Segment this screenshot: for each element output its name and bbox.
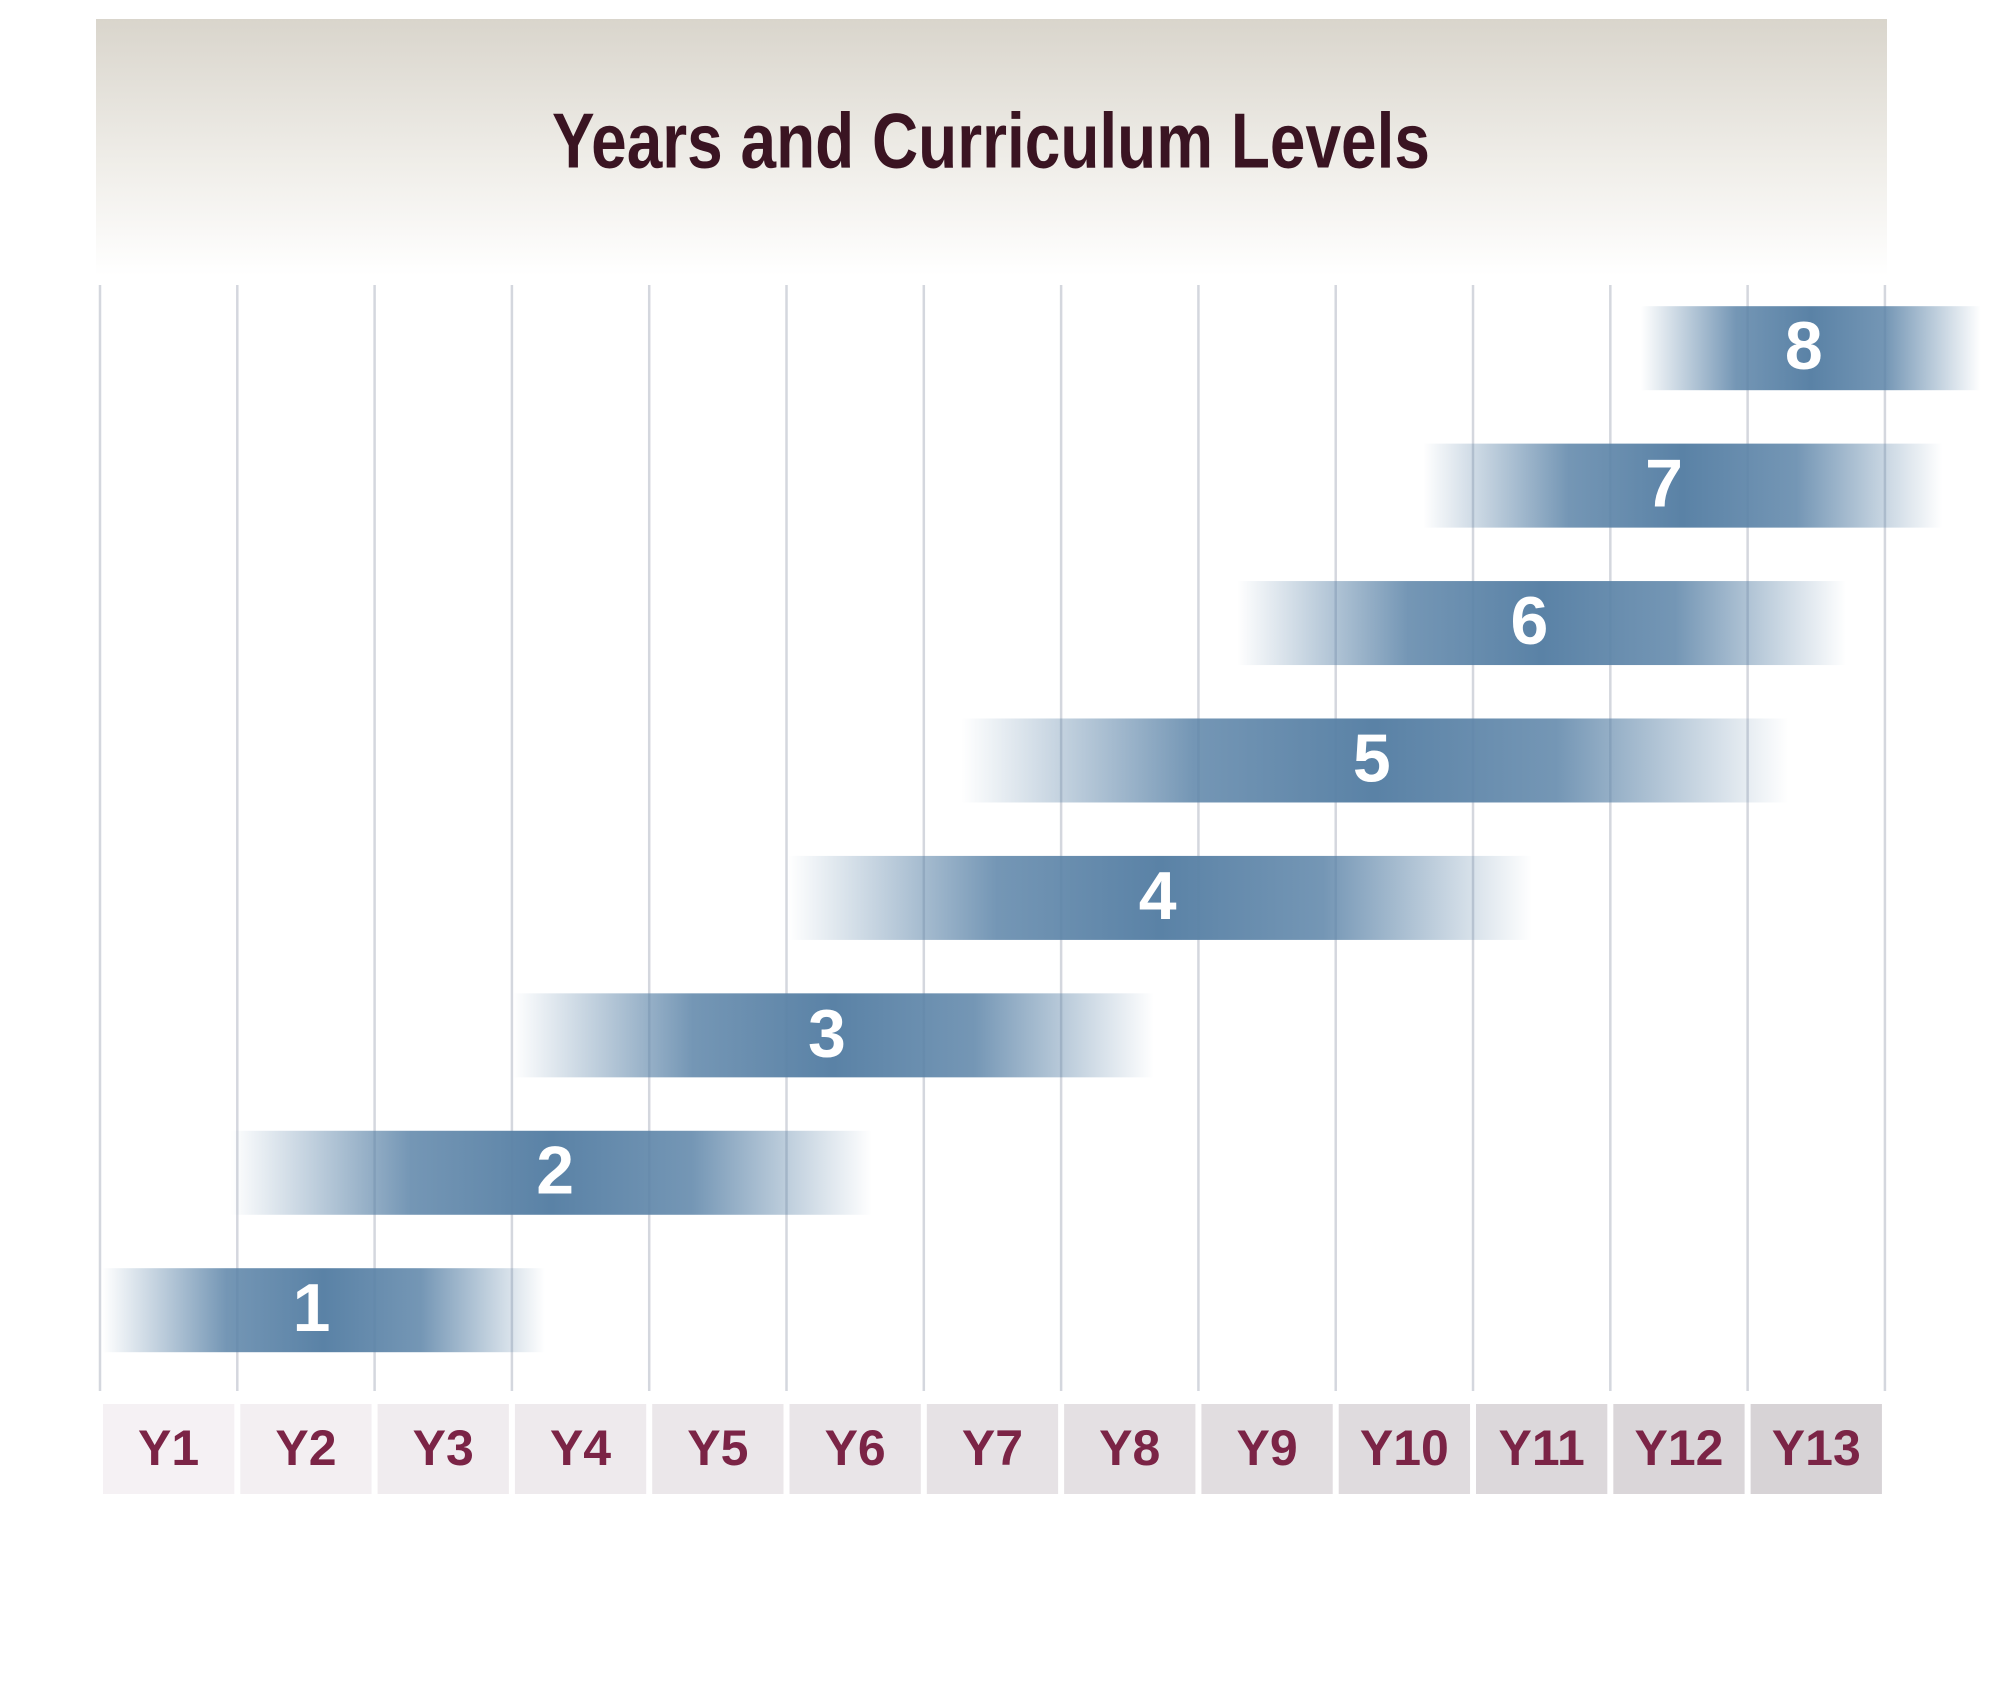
year-cell [1750,1404,1882,1494]
year-label: Y8 [1099,1420,1160,1476]
level-label: 2 [536,1133,574,1209]
year-cell [652,1404,784,1494]
level-bar [1237,581,1847,666]
year-cell [789,1404,921,1494]
level-bars: 1 2 3 4 5 6 7 8 [102,306,1981,1353]
year-label: Y4 [550,1420,611,1476]
level-label: 3 [808,995,846,1071]
level-bar [512,993,1154,1078]
year-row: Y1 Y2 Y3 Y4 Y5 Y6 Y7 Y8 Y9 Y10 Y11 Y12 Y13 [102,1404,1882,1494]
level-bar [102,1268,545,1353]
level-label: 8 [1785,308,1823,384]
year-label: Y5 [687,1420,748,1476]
year-label: Y1 [138,1420,199,1476]
year-label: Y13 [1772,1420,1861,1476]
level-bar [1423,443,1943,528]
year-label: Y2 [275,1420,336,1476]
year-cell [926,1404,1059,1494]
level-label: 5 [1353,720,1391,796]
level-label: 1 [293,1270,331,1346]
year-label: Y7 [962,1420,1023,1476]
year-label: Y3 [413,1420,474,1476]
year-cell [1613,1404,1745,1494]
year-label: Y9 [1236,1420,1297,1476]
level-label: 7 [1645,446,1683,522]
year-label: Y6 [825,1420,886,1476]
year-cell [377,1404,509,1494]
grid [98,285,1887,1391]
level-bar [230,1130,872,1215]
level-bar [788,855,1532,940]
year-cell [1064,1404,1196,1494]
year-cell [240,1404,372,1494]
title-band [96,19,1887,276]
year-label: Y10 [1360,1420,1449,1476]
year-label: Y12 [1634,1420,1723,1476]
year-cell [1201,1404,1333,1494]
year-cell [1338,1404,1471,1494]
level-label: 4 [1139,858,1177,934]
title: Years and Curriculum Levels [552,98,1430,185]
level-bar [961,718,1789,803]
year-cell [514,1404,647,1494]
year-cell [102,1404,235,1494]
year-cell [1476,1404,1608,1494]
level-label: 6 [1511,583,1549,659]
year-label: Y11 [1499,1420,1585,1476]
level-bar [1640,306,1981,391]
